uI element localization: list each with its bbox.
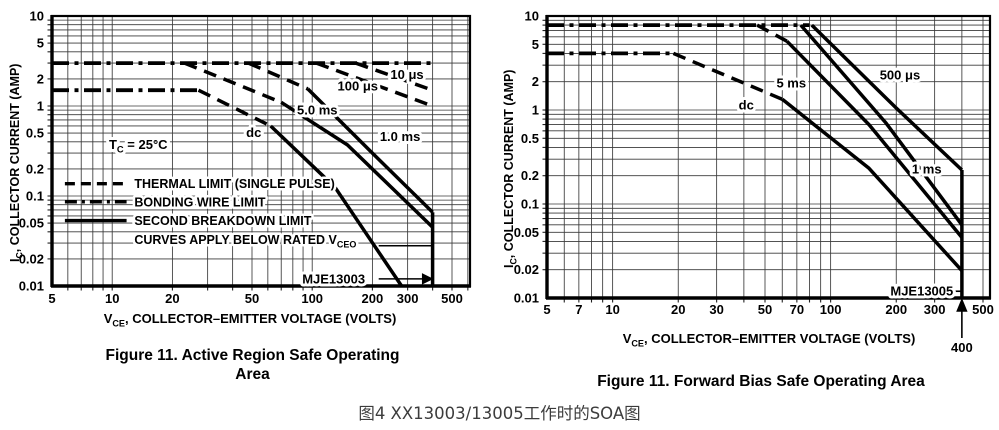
curve-10us-thermal-limit bbox=[355, 61, 434, 92]
label-mje13005: MJE13005 bbox=[890, 284, 953, 299]
right-x-axis-title: VCE, COLLECTOR–EMITTER VOLTAGE (VOLTS) bbox=[622, 331, 916, 349]
label-mje13003: MJE13003 bbox=[302, 271, 365, 286]
y-tick-label: 1 bbox=[532, 103, 539, 118]
legend-label: SECOND BREAKDOWN LIMIT bbox=[134, 214, 311, 228]
x-tick-label: 7 bbox=[575, 302, 582, 317]
y-tick-label: 2 bbox=[532, 74, 539, 89]
y-tick-label: 0.1 bbox=[521, 197, 539, 212]
curve-1ms-second-breakdown bbox=[306, 87, 434, 214]
right-y-axis-title: IC, COLLECTOR CURRENT (AMP) bbox=[502, 69, 519, 268]
curve-1ms-thermal-limit bbox=[247, 61, 309, 91]
label-500-μs: 500 μs bbox=[880, 67, 921, 82]
vce-400-marker-label: 400 bbox=[951, 340, 973, 355]
y-tick-label: 1 bbox=[37, 99, 44, 114]
y-tick-label: 5 bbox=[532, 37, 539, 52]
x-tick-label: 70 bbox=[790, 302, 804, 317]
y-tick-label: 2 bbox=[37, 71, 44, 86]
label-tc-condition: TC = 25°C bbox=[109, 137, 168, 155]
x-tick-label: 300 bbox=[397, 291, 419, 306]
x-tick-label: 30 bbox=[709, 302, 723, 317]
y-tick-label: 10 bbox=[30, 9, 44, 24]
y-tick-label: 5 bbox=[37, 36, 44, 51]
legend: THERMAL LIMIT (SINGLE PULSE) BONDING WIRE… bbox=[64, 175, 359, 252]
grid bbox=[542, 16, 990, 303]
y-tick-label: 10 bbox=[525, 9, 539, 24]
left-y-axis-title: IC, COLLECTOR CURRENT (AMP) bbox=[8, 63, 25, 262]
x-tick-label: 500 bbox=[972, 302, 994, 317]
y-tick-label: 0.1 bbox=[26, 189, 44, 204]
label-10-μs: 10 μs bbox=[390, 67, 423, 82]
y-tick-label: 0.5 bbox=[26, 126, 44, 141]
legend-label: THERMAL LIMIT (SINGLE PULSE) bbox=[134, 177, 334, 191]
curve-5ms-second-breakdown bbox=[280, 100, 434, 229]
curve-1ms-second-breakdown bbox=[799, 23, 964, 226]
x-tick-label: 500 bbox=[441, 291, 463, 306]
y-tick-label: 0.5 bbox=[521, 131, 539, 146]
label-5.0-ms: 5.0 ms bbox=[297, 103, 337, 118]
curve-5ms-second-breakdown bbox=[785, 39, 964, 239]
legend-label: CURVES APPLY BELOW RATED VCEO bbox=[134, 233, 356, 250]
curve-5ms-thermal-limit bbox=[756, 23, 788, 43]
legend-label: BONDING WIRE LIMIT bbox=[134, 195, 266, 209]
x-tick-label: 5 bbox=[48, 291, 55, 306]
x-tick-label: 20 bbox=[671, 302, 685, 317]
left-figure-caption: Figure 11. Active Region Safe Operating … bbox=[105, 347, 400, 384]
x-tick-label: 50 bbox=[245, 291, 259, 306]
x-tick-label: 100 bbox=[820, 302, 842, 317]
y-tick-label: 0.2 bbox=[521, 168, 539, 183]
y-tick-label: 0.02 bbox=[19, 251, 44, 266]
x-tick-label: 200 bbox=[362, 291, 384, 306]
curve-500us-second-breakdown bbox=[810, 23, 964, 172]
x-tick-label: 200 bbox=[885, 302, 907, 317]
label-1-ms: 1 ms bbox=[912, 162, 942, 177]
left-x-axis-title: VCE, COLLECTOR–EMITTER VOLTAGE (VOLTS) bbox=[103, 311, 397, 329]
grid bbox=[47, 16, 470, 291]
curve-dc-thermal-limit bbox=[672, 51, 783, 101]
x-tick-label: 20 bbox=[165, 291, 179, 306]
label-dc: dc bbox=[246, 125, 261, 140]
label-5-ms: 5 ms bbox=[776, 75, 806, 90]
y-tick-label: 0.05 bbox=[514, 225, 539, 240]
x-tick-label: 10 bbox=[105, 291, 119, 306]
label-1.0-ms: 1.0 ms bbox=[380, 129, 420, 144]
y-tick-label: 0.01 bbox=[514, 291, 539, 306]
x-tick-label: 5 bbox=[543, 302, 550, 317]
mje13005-forward-bias-soa-chart: 400 dc 5 ms 500 μs 1 ms MJE13005 5 7 10 20 30 50 70 1… bbox=[514, 9, 994, 356]
vce-400-marker-arrowhead-icon bbox=[956, 297, 968, 312]
curve-5ms-thermal-limit bbox=[183, 61, 282, 104]
label-100-μs: 100 μs bbox=[338, 79, 379, 94]
y-tick-label: 0.02 bbox=[514, 262, 539, 277]
label-dc: dc bbox=[739, 98, 754, 113]
plot-frame bbox=[545, 14, 992, 300]
y-tick-label: 0.05 bbox=[19, 216, 44, 231]
mje13003-pointer-arrowhead-icon bbox=[421, 273, 434, 285]
x-tick-label: 50 bbox=[758, 302, 772, 317]
y-tick-label: 0.2 bbox=[26, 161, 44, 176]
right-figure-caption: Figure 11. Forward Bias Safe Operating A… bbox=[597, 373, 925, 390]
curve-dc-second-breakdown bbox=[781, 97, 964, 272]
y-tick-label: 0.01 bbox=[19, 279, 44, 294]
x-tick-label: 10 bbox=[605, 302, 619, 317]
curve-dc-second-breakdown bbox=[269, 124, 404, 287]
curve-dc-thermal-limit bbox=[197, 88, 272, 128]
mje13003-active-region-soa-chart: THERMAL LIMIT (SINGLE PULSE) BONDING WIRE… bbox=[19, 9, 472, 306]
chinese-figure-caption: 图4 XX13003/13005工作时的SOA图 bbox=[358, 404, 641, 423]
x-tick-label: 100 bbox=[301, 291, 323, 306]
x-tick-label: 300 bbox=[924, 302, 946, 317]
